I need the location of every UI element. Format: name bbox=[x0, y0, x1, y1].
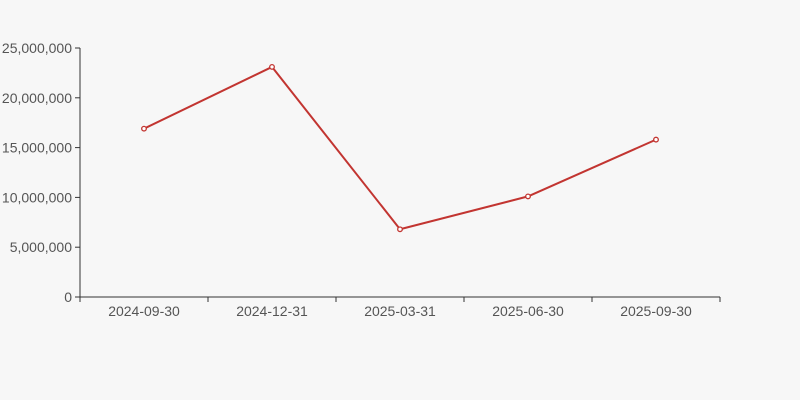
data-point-marker[interactable] bbox=[141, 125, 147, 132]
x-axis-tick-label: 2024-09-30 bbox=[108, 303, 180, 319]
y-axis-tick-label: 20,000,000 bbox=[2, 90, 72, 106]
y-axis-tick-label: 10,000,000 bbox=[2, 189, 72, 205]
y-axis: 0 5,000,000 10,000,000 15,000,000 20,000,000… bbox=[2, 40, 81, 305]
data-point-marker[interactable] bbox=[525, 193, 531, 200]
y-axis-tick-label: 0 bbox=[64, 289, 72, 305]
data-point-marker[interactable] bbox=[269, 63, 275, 70]
x-axis: 2024-09-30 2024-12-31 2025-03-31 2025-06-30… bbox=[79, 296, 721, 319]
data-point-marker[interactable] bbox=[653, 136, 659, 143]
data-point-marker[interactable] bbox=[397, 226, 403, 233]
y-axis-tick-label: 5,000,000 bbox=[10, 239, 72, 255]
x-axis-tick-label: 2025-09-30 bbox=[620, 303, 692, 319]
x-axis-tick-label: 2025-03-31 bbox=[364, 303, 436, 319]
y-axis-tick-label: 25,000,000 bbox=[2, 40, 72, 56]
x-axis-tick-label: 2024-12-31 bbox=[236, 303, 308, 319]
y-axis-tick-label: 15,000,000 bbox=[2, 140, 72, 156]
series-markers bbox=[141, 63, 659, 233]
x-axis-tick-label: 2025-06-30 bbox=[492, 303, 564, 319]
